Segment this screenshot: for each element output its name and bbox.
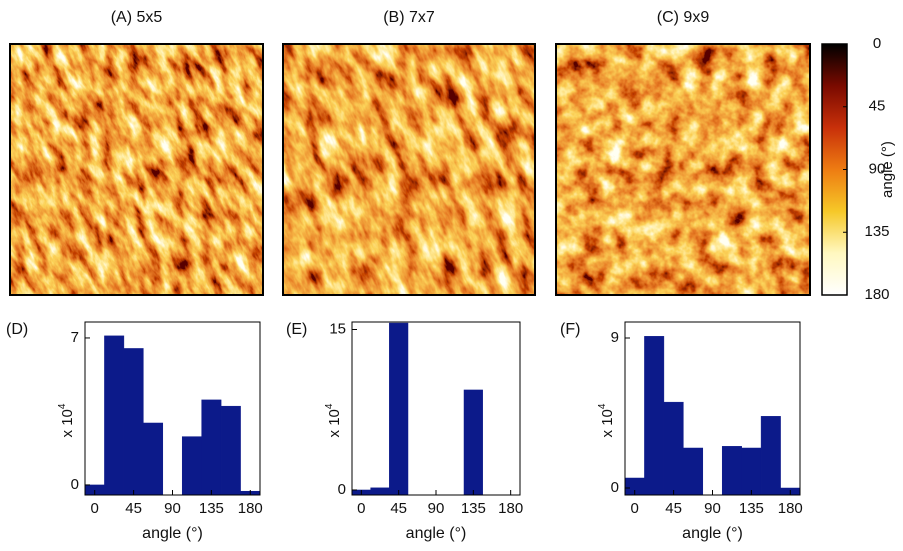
x-tick-label: 180 <box>238 500 263 517</box>
x-tick-label: 180 <box>778 500 803 517</box>
colorbar-tick-label: 180 <box>864 286 889 303</box>
bar <box>370 487 390 496</box>
bar <box>721 446 742 496</box>
x-tick-label: 90 <box>164 500 181 517</box>
heatmap-frame <box>555 43 811 296</box>
heatmap <box>556 44 810 295</box>
bar <box>760 416 781 496</box>
colorbar-tick-label: 135 <box>864 223 889 240</box>
bar <box>123 348 144 496</box>
x-tick-label: 0 <box>91 500 99 517</box>
x-tick-label: 135 <box>199 500 224 517</box>
x-tick-label: 45 <box>125 500 142 517</box>
x-axis-label: angle (°) <box>406 525 467 542</box>
x-tick-label: 0 <box>631 500 639 517</box>
bar <box>389 322 409 496</box>
heatmap <box>10 44 263 295</box>
heatmap-frame <box>282 43 536 296</box>
y-axis-label: x 104 <box>324 403 343 437</box>
x-tick-label: 90 <box>704 500 721 517</box>
x-axis-label: angle (°) <box>682 525 743 542</box>
panel-label: (F) <box>560 321 580 338</box>
bar <box>463 389 483 496</box>
panel-title: (B) 7x7 <box>383 9 435 26</box>
x-tick-label: 45 <box>665 500 682 517</box>
bar <box>143 422 164 496</box>
y-tick-label: 7 <box>71 329 79 346</box>
x-tick-label: 135 <box>739 500 764 517</box>
bar <box>181 436 202 496</box>
colorbar-tick-label: 90 <box>869 160 886 177</box>
x-tick-label: 180 <box>498 500 523 517</box>
y-tick-label: 9 <box>611 329 619 346</box>
x-tick-label: 90 <box>428 500 445 517</box>
y-axis-label: x 104 <box>597 403 616 437</box>
x-tick-label: 0 <box>357 500 365 517</box>
panel-label: (E) <box>286 321 307 338</box>
panel-title: (C) 9x9 <box>657 9 710 26</box>
heatmap <box>283 44 535 295</box>
y-tick-label: 0 <box>338 481 346 498</box>
x-tick-label: 135 <box>461 500 486 517</box>
y-tick-label: 15 <box>329 320 346 337</box>
panel-title: (A) 5x5 <box>111 9 163 26</box>
y-tick-label: 0 <box>611 479 619 496</box>
bar <box>644 336 665 496</box>
y-tick-label: 0 <box>71 476 79 493</box>
bar <box>663 401 684 496</box>
x-tick-label: 45 <box>390 500 407 517</box>
colorbar-tick-label: 45 <box>869 98 886 115</box>
bar <box>741 447 762 496</box>
y-axis-label: x 104 <box>57 403 76 437</box>
panel-label: (D) <box>6 321 28 338</box>
bar <box>104 335 125 496</box>
bar <box>220 405 241 496</box>
colorbar-label: angle (°) <box>879 141 896 198</box>
bar <box>683 447 704 496</box>
colorbar-tick-label: 0 <box>873 35 881 52</box>
bar <box>201 399 222 496</box>
heatmap-frame <box>9 43 264 296</box>
plot-frame <box>351 321 521 496</box>
x-axis-label: angle (°) <box>142 525 203 542</box>
